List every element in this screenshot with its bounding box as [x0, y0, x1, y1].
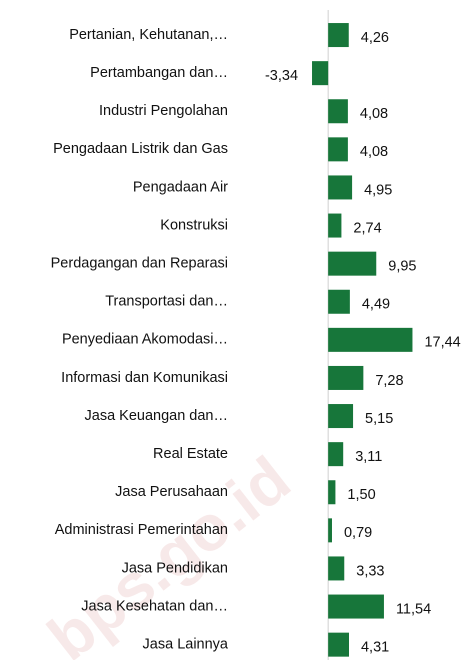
bar: [328, 175, 353, 200]
bar: [328, 137, 348, 162]
value-label: 3,11: [355, 449, 382, 465]
bar: [328, 518, 332, 543]
bar: [328, 99, 348, 124]
watermark: bps.go.id: [35, 443, 303, 660]
category-label: Jasa Pendidikan: [122, 560, 228, 576]
value-label: -3,34: [265, 68, 298, 84]
value-label: 4,08: [360, 106, 388, 122]
bar: [328, 365, 364, 390]
bar: [328, 23, 349, 48]
value-label: 4,95: [364, 182, 392, 198]
value-label: 5,15: [365, 411, 393, 427]
category-label: Pengadaan Listrik dan Gas: [53, 141, 228, 157]
value-label: 17,44: [424, 335, 460, 351]
value-label: 4,08: [360, 144, 388, 160]
value-label: 4,26: [361, 30, 389, 46]
value-label: 7,28: [375, 373, 403, 389]
category-label: Transportasi dan…: [105, 294, 228, 310]
category-label: Real Estate: [153, 446, 228, 462]
value-label: 4,31: [361, 639, 389, 655]
category-label: Informasi dan Komunikasi: [61, 370, 228, 386]
category-label: Jasa Lainnya: [143, 636, 229, 652]
bar: [328, 327, 413, 352]
bar: [312, 61, 329, 86]
category-label: Jasa Keuangan dan…: [85, 408, 229, 424]
bar: [328, 289, 350, 314]
category-label: Pertambangan dan…: [90, 65, 228, 81]
category-label: Penyediaan Akomodasi…: [62, 332, 228, 348]
category-label: Jasa Kesehatan dan…: [81, 598, 228, 614]
bar: [328, 404, 354, 429]
bar: [328, 213, 342, 238]
value-label: 9,95: [388, 258, 416, 274]
value-label: 2,74: [353, 220, 381, 236]
category-label: Administrasi Pemerintahan: [55, 522, 228, 538]
category-label: Industri Pengolahan: [99, 103, 228, 119]
category-label: Perdagangan dan Reparasi: [51, 255, 228, 271]
category-label: Pengadaan Air: [133, 179, 228, 195]
bar: [328, 594, 384, 619]
bar: [328, 251, 377, 276]
bar: [328, 556, 345, 581]
category-label: Jasa Perusahaan: [115, 484, 228, 500]
value-label: 3,33: [356, 563, 384, 579]
category-label: Konstruksi: [160, 217, 228, 233]
value-label: 11,54: [396, 601, 431, 617]
bar: [328, 480, 336, 505]
value-label: 0,79: [344, 525, 372, 541]
value-label: 4,49: [362, 297, 390, 313]
bar: [328, 632, 349, 657]
value-label: 1,50: [347, 487, 375, 503]
category-label: Pertanian, Kehutanan,…: [69, 27, 228, 43]
bar: [328, 442, 344, 467]
